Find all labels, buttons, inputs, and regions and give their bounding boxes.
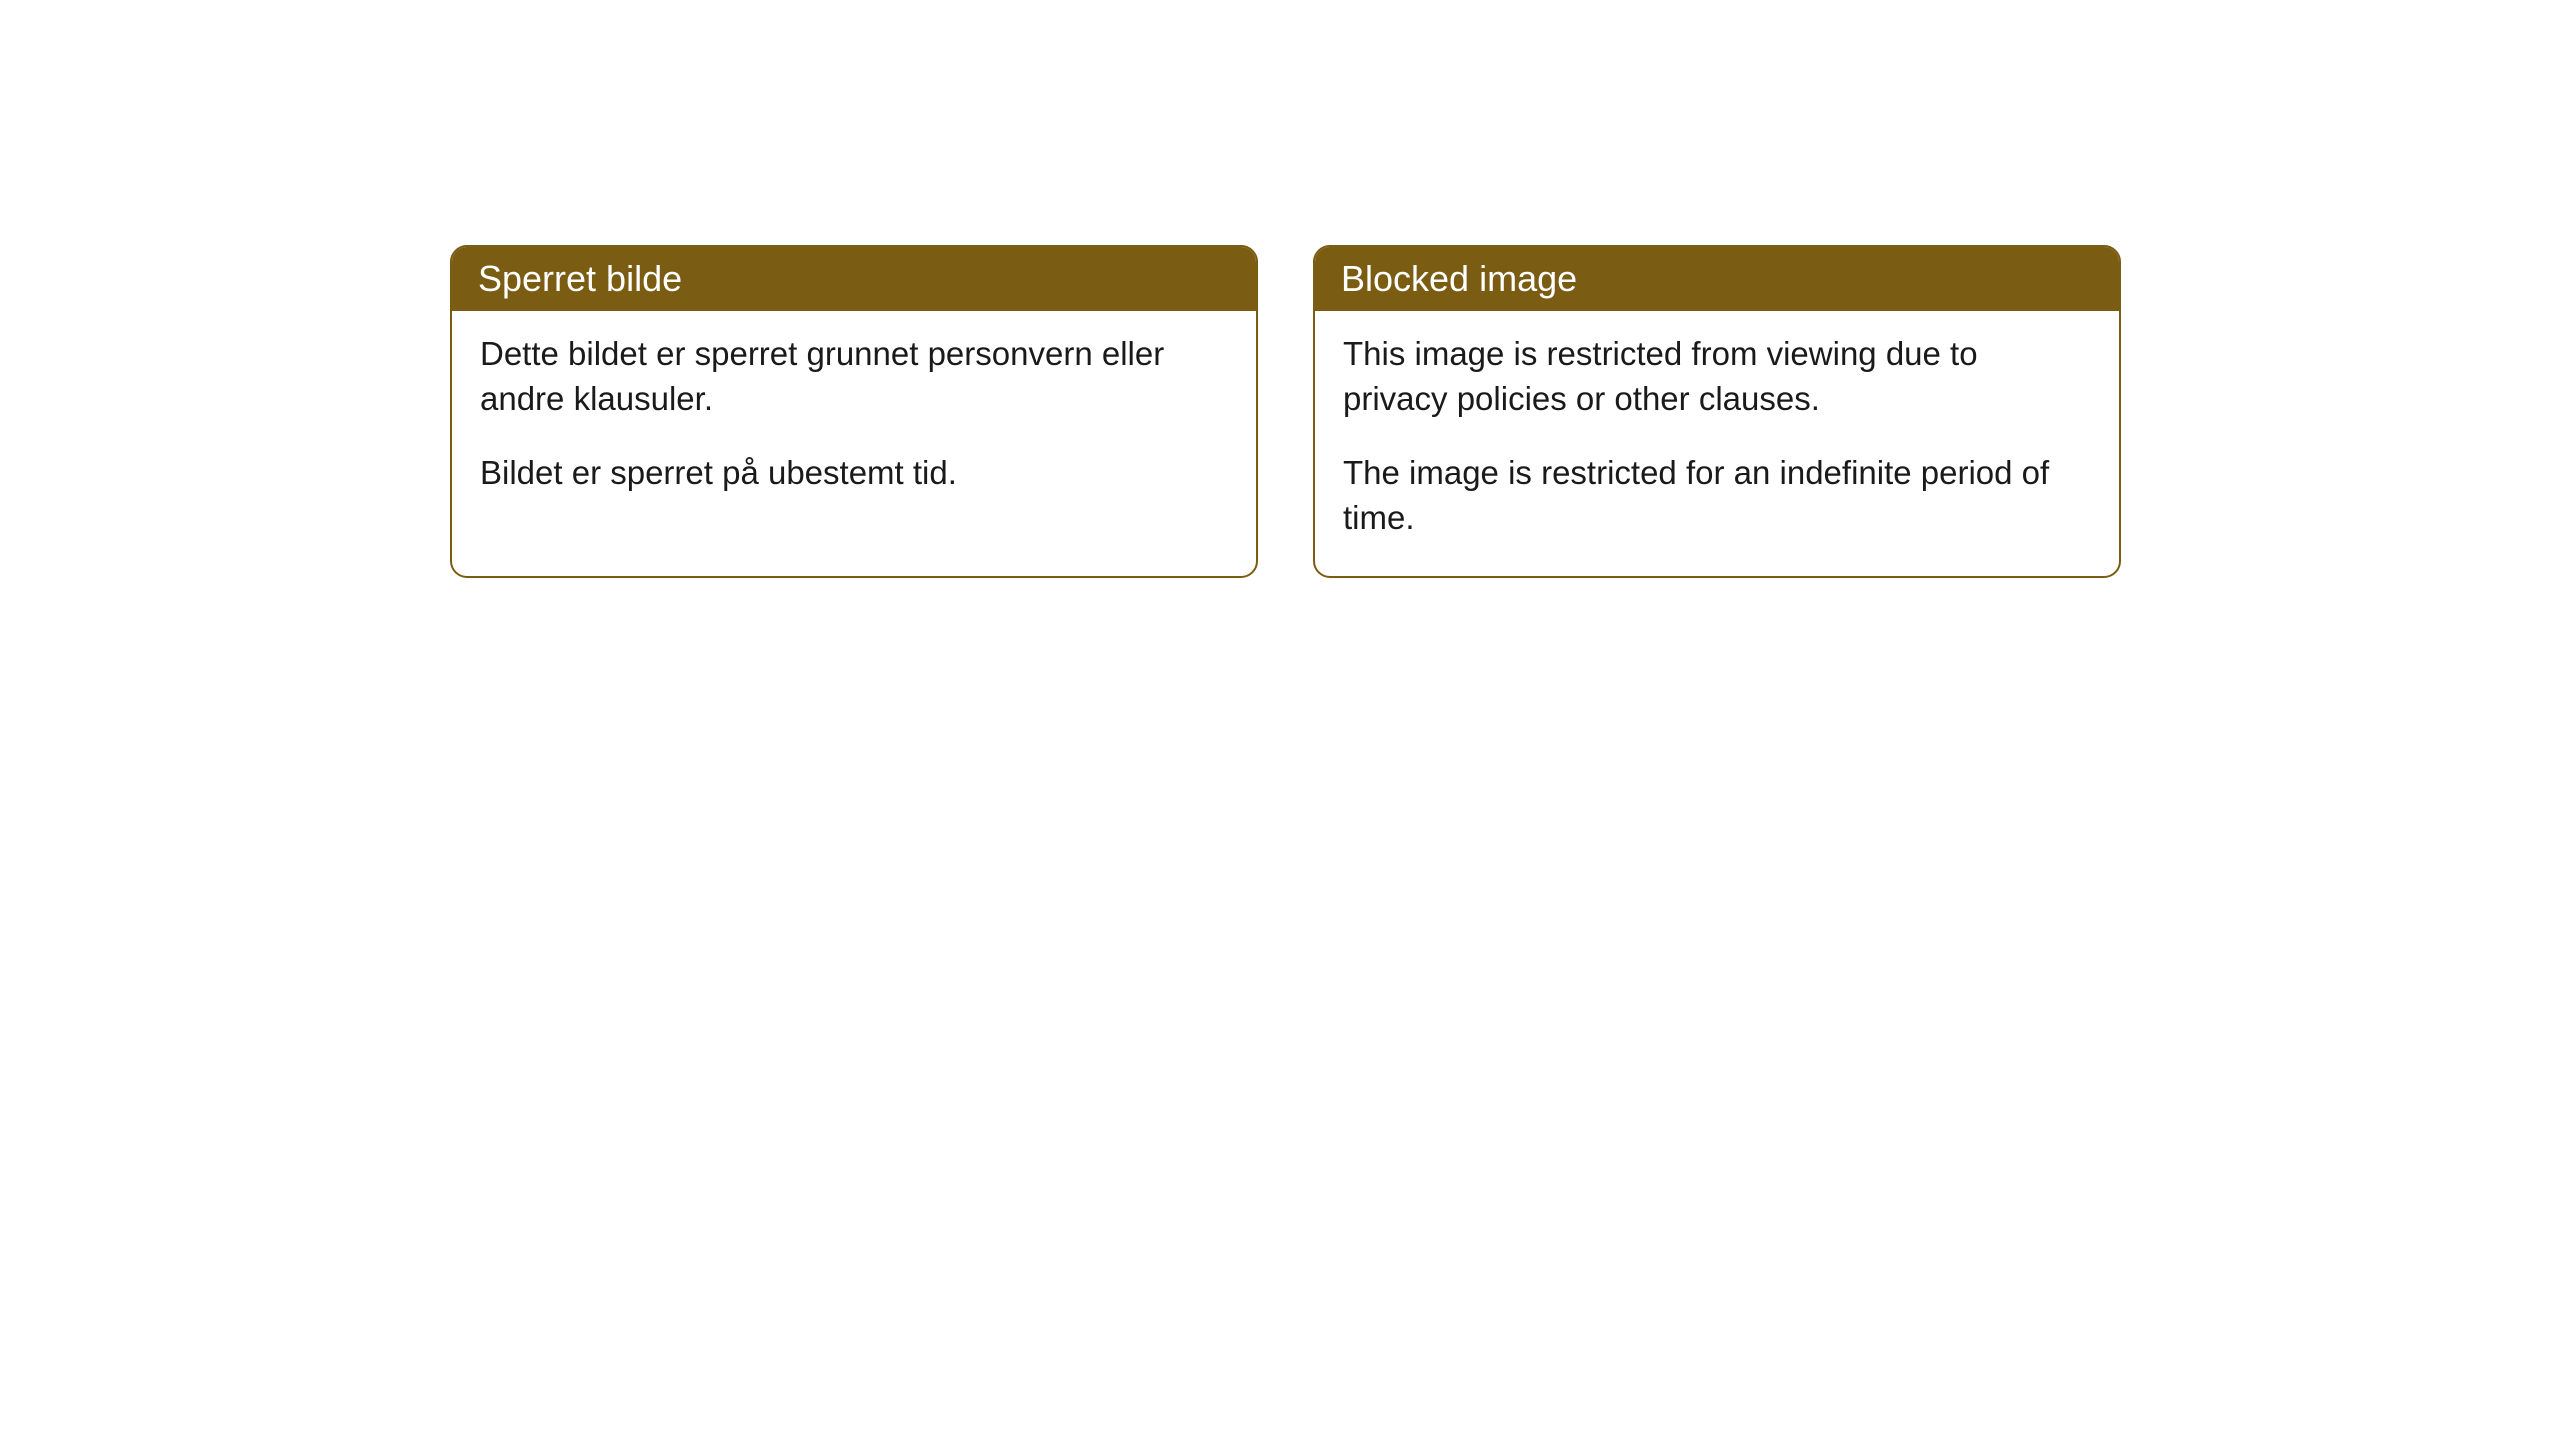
card-paragraph: Dette bildet er sperret grunnet personve…: [480, 332, 1228, 421]
card-paragraph: Bildet er sperret på ubestemt tid.: [480, 451, 1228, 496]
card-title: Sperret bilde: [478, 258, 682, 299]
card-paragraph: This image is restricted from viewing du…: [1343, 332, 2091, 421]
card-header: Sperret bilde: [452, 247, 1256, 311]
card-title: Blocked image: [1341, 258, 1577, 299]
card-paragraph: The image is restricted for an indefinit…: [1343, 451, 2091, 540]
notice-cards-container: Sperret bilde Dette bildet er sperret gr…: [450, 245, 2121, 578]
card-body: This image is restricted from viewing du…: [1315, 311, 2119, 576]
card-header: Blocked image: [1315, 247, 2119, 311]
notice-card-norwegian: Sperret bilde Dette bildet er sperret gr…: [450, 245, 1258, 578]
notice-card-english: Blocked image This image is restricted f…: [1313, 245, 2121, 578]
card-body: Dette bildet er sperret grunnet personve…: [452, 311, 1256, 532]
